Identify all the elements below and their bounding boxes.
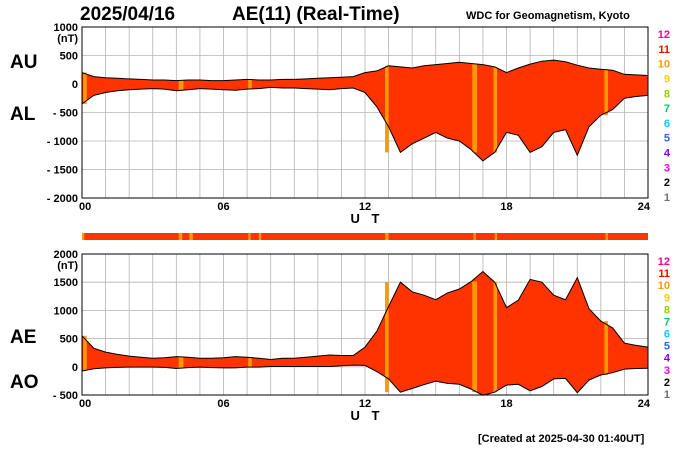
station-count-label: 1 bbox=[664, 389, 670, 401]
station-count-label: 2 bbox=[664, 377, 670, 389]
station-drop-band bbox=[178, 356, 184, 369]
station-drop-band bbox=[248, 79, 252, 90]
station-drop-band bbox=[178, 80, 184, 91]
station-count-label: 9 bbox=[664, 292, 670, 304]
station-bar-segment bbox=[605, 233, 608, 240]
station-bar-segment bbox=[178, 233, 183, 240]
plot-frame bbox=[81, 253, 649, 396]
index-fill-area bbox=[82, 60, 648, 161]
x-tick-label: 18 bbox=[500, 201, 512, 213]
station-count-label: 6 bbox=[664, 329, 670, 341]
x-tick-label: 06 bbox=[217, 201, 229, 213]
station-count-label: 7 bbox=[664, 316, 670, 328]
station-bar-segment bbox=[494, 233, 498, 240]
station-drop-band bbox=[472, 281, 478, 393]
x-tick-label: 18 bbox=[500, 398, 512, 410]
station-count-label: 5 bbox=[664, 341, 670, 353]
x-axis-label: U T bbox=[351, 211, 384, 226]
lower-series-line bbox=[81, 86, 649, 162]
station-count-label: 11 bbox=[658, 268, 670, 280]
y-tick-label: 0 bbox=[72, 362, 78, 374]
y-tick-label: 2000 bbox=[54, 249, 78, 261]
station-drop-band bbox=[604, 69, 608, 116]
station-bar-segment bbox=[189, 233, 193, 240]
station-count-label: 8 bbox=[664, 88, 670, 100]
y-tick-label: 1000 bbox=[54, 22, 78, 34]
station-count-label: 8 bbox=[664, 304, 670, 316]
upper-series-line bbox=[81, 270, 649, 361]
y-tick-label: - 500 bbox=[53, 108, 78, 120]
au-label: AU bbox=[10, 52, 38, 73]
y-tick-label: 1500 bbox=[54, 277, 78, 289]
upper-series-line bbox=[81, 59, 649, 82]
lower-series-line bbox=[81, 364, 649, 396]
y-unit-label: (nT) bbox=[57, 33, 78, 45]
station-count-label: 7 bbox=[664, 103, 670, 115]
station-bar-segment bbox=[82, 233, 85, 240]
station-count-label: 12 bbox=[658, 29, 670, 41]
created-stamp: [Created at 2025-04-30 01:40UT] bbox=[478, 433, 645, 445]
ae-label: AE bbox=[10, 327, 37, 348]
al-label: AL bbox=[10, 104, 36, 125]
y-unit-label: (nT) bbox=[57, 260, 78, 272]
y-tick-label: 500 bbox=[60, 334, 78, 346]
y-tick-label: 500 bbox=[60, 51, 78, 63]
x-tick-label: 12 bbox=[359, 201, 371, 213]
plot-frame bbox=[81, 26, 649, 199]
date-title: 2025/04/16 bbox=[80, 4, 176, 25]
x-tick-label: 24 bbox=[638, 398, 651, 410]
y-tick-label: - 2000 bbox=[47, 193, 78, 205]
station-count-label: 4 bbox=[664, 353, 671, 365]
station-drop-band bbox=[248, 357, 252, 368]
station-drop-band bbox=[472, 63, 478, 153]
station-drop-band bbox=[385, 282, 389, 393]
credit-label: WDC for Geomagnetism, Kyoto bbox=[466, 10, 630, 22]
station-count-label: 10 bbox=[658, 59, 670, 71]
y-tick-label: 1000 bbox=[54, 305, 78, 317]
chart-title: AE(11) (Real-Time) bbox=[232, 4, 400, 25]
x-tick-label: 06 bbox=[217, 398, 229, 410]
index-fill-area bbox=[82, 271, 648, 396]
y-tick-label: 0 bbox=[72, 79, 78, 91]
station-bar-segment bbox=[248, 233, 251, 240]
station-count-label: 12 bbox=[658, 256, 670, 268]
station-drop-band bbox=[83, 72, 87, 104]
x-tick-label: 00 bbox=[79, 398, 91, 410]
station-bar-segment bbox=[473, 233, 476, 240]
x-tick-label: 24 bbox=[638, 201, 651, 213]
station-count-label: 1 bbox=[664, 192, 670, 204]
station-drop-band bbox=[83, 335, 87, 372]
y-tick-label: - 1000 bbox=[47, 136, 78, 148]
station-count-label: 3 bbox=[664, 365, 670, 377]
station-bar-segment bbox=[258, 233, 262, 240]
x-tick-label: 00 bbox=[79, 201, 91, 213]
station-count-label: 2 bbox=[664, 177, 670, 189]
station-count-label: 10 bbox=[658, 280, 670, 292]
station-count-label: 6 bbox=[664, 118, 670, 130]
x-tick-label: 12 bbox=[359, 398, 371, 410]
ao-label: AO bbox=[10, 372, 39, 393]
station-count-label: 9 bbox=[664, 73, 670, 85]
station-drop-band bbox=[493, 66, 498, 153]
station-drop-band bbox=[385, 65, 389, 153]
station-status-bar bbox=[82, 233, 648, 240]
station-drop-band bbox=[604, 321, 608, 375]
station-bar-segment bbox=[385, 233, 389, 240]
station-count-label: 4 bbox=[664, 148, 671, 160]
x-axis-label: U T bbox=[351, 408, 384, 423]
station-drop-band bbox=[493, 282, 498, 393]
y-tick-label: - 1500 bbox=[47, 165, 78, 177]
y-tick-label: - 500 bbox=[53, 390, 78, 402]
station-count-label: 5 bbox=[664, 133, 670, 145]
station-count-label: 11 bbox=[658, 44, 670, 56]
station-count-label: 3 bbox=[664, 162, 670, 174]
